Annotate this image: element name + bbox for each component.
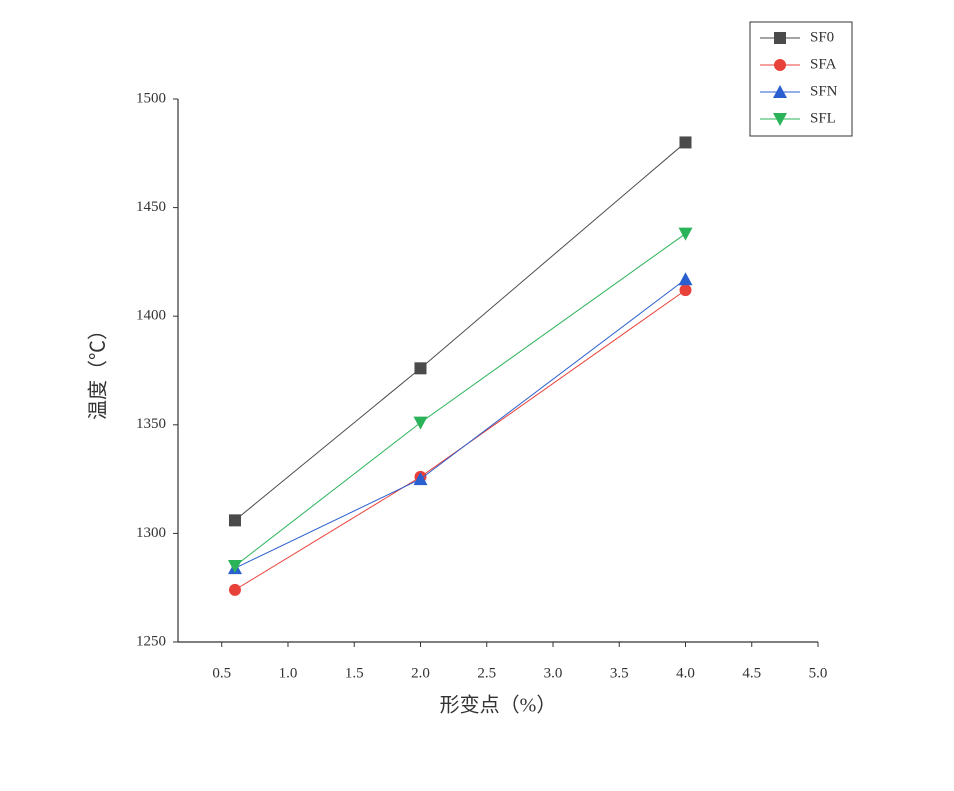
legend-label: SFA xyxy=(810,56,837,72)
x-axis-label: 形变点（%） xyxy=(440,694,557,717)
marker xyxy=(413,472,428,486)
x-tick-label: 4.5 xyxy=(742,665,761,681)
y-tick-label: 1250 xyxy=(136,633,166,649)
marker xyxy=(413,416,428,430)
x-tick-label: 2.5 xyxy=(477,665,496,681)
y-axis-label: 温度（℃） xyxy=(87,320,110,420)
legend-box xyxy=(749,21,853,137)
legend-marker xyxy=(773,85,787,98)
marker xyxy=(679,136,692,149)
x-tick-label: 5.0 xyxy=(809,665,828,681)
y-tick-label: 1300 xyxy=(136,525,166,541)
marker xyxy=(678,272,693,286)
legend-label: SF0 xyxy=(810,29,834,45)
legend-marker xyxy=(774,59,786,71)
series-line xyxy=(234,278,686,569)
legend-marker xyxy=(773,113,787,126)
series-line xyxy=(234,142,686,521)
x-tick-label: 3.5 xyxy=(610,665,629,681)
y-tick-label: 1400 xyxy=(136,308,166,324)
legend-marker xyxy=(774,32,786,44)
y-tick-label: 1350 xyxy=(136,416,166,432)
marker xyxy=(228,514,241,527)
x-tick-label: 4.0 xyxy=(676,665,695,681)
marker xyxy=(679,284,692,297)
marker xyxy=(678,227,693,241)
x-tick-label: 0.5 xyxy=(212,665,231,681)
marker xyxy=(228,583,241,596)
series-line xyxy=(234,233,686,567)
x-tick-label: 1.0 xyxy=(279,665,298,681)
y-tick-label: 1500 xyxy=(136,90,166,106)
x-tick-label: 1.5 xyxy=(345,665,364,681)
marker xyxy=(227,559,242,573)
y-tick-label: 1450 xyxy=(136,199,166,215)
x-tick-label: 2.0 xyxy=(411,665,430,681)
legend-label: SFL xyxy=(810,110,836,126)
marker xyxy=(414,362,427,375)
x-tick-label: 3.0 xyxy=(544,665,563,681)
legend-label: SFN xyxy=(810,83,838,99)
